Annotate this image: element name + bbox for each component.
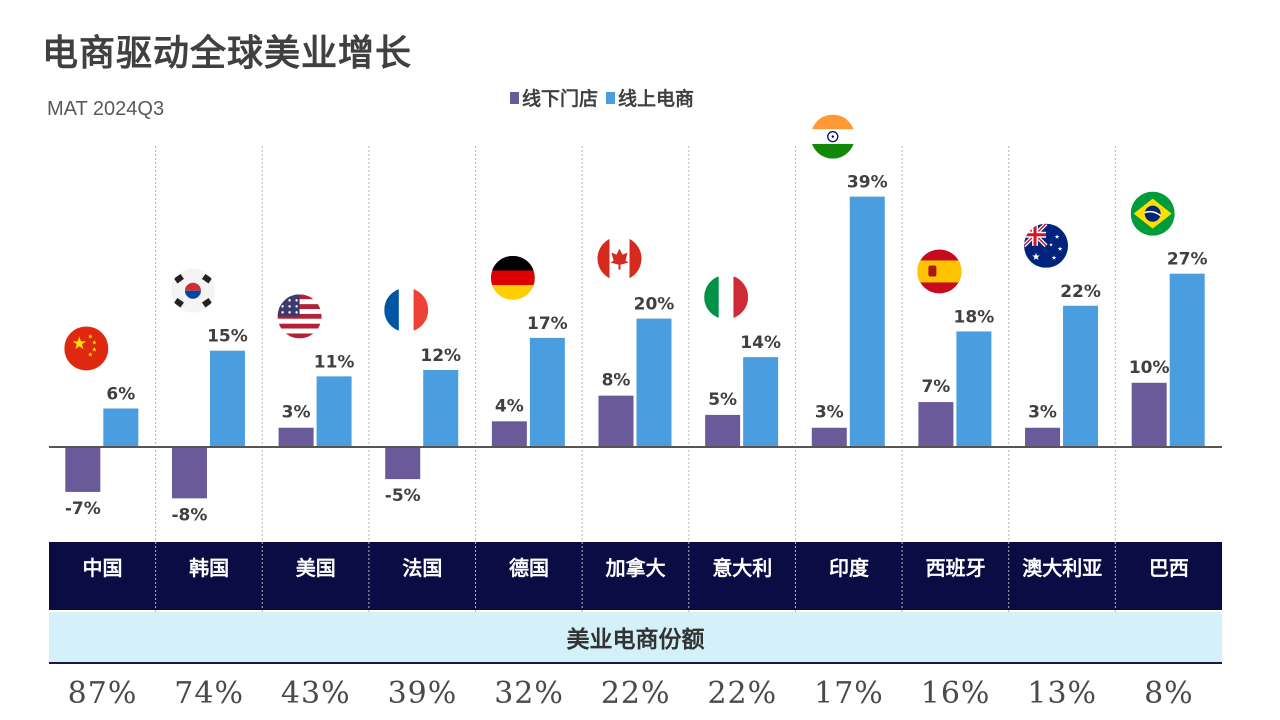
france-flag-icon <box>384 287 429 332</box>
china-flag-icon <box>64 326 109 371</box>
label-offline-0: -7% <box>65 499 101 519</box>
ecommerce-share-value-10: 8% <box>1144 676 1194 711</box>
ecommerce-share-value-6: 22% <box>707 676 778 711</box>
country-label-0: 中国 <box>82 556 123 580</box>
ecommerce-share-value-3: 39% <box>387 676 458 711</box>
bar-offline-8 <box>918 402 954 447</box>
canada-flag-icon <box>597 236 642 281</box>
label-offline-7: 3% <box>815 403 844 423</box>
country-header-band <box>49 542 1222 610</box>
label-online-2: 11% <box>314 352 355 372</box>
bar-offline-2 <box>278 427 314 447</box>
bar-online-7 <box>849 196 885 447</box>
country-label-4: 德国 <box>509 556 550 580</box>
bar-online-5 <box>636 318 672 447</box>
bar-online-4 <box>529 337 565 447</box>
label-online-3: 12% <box>420 346 461 366</box>
bar-online-2 <box>316 376 352 447</box>
page-subtitle: MAT 2024Q3 <box>47 98 165 120</box>
country-label-6: 意大利 <box>712 556 773 580</box>
country-label-10: 巴西 <box>1148 556 1189 580</box>
label-offline-4: 4% <box>495 396 524 416</box>
bar-offline-5 <box>598 395 634 447</box>
legend-swatch-online <box>606 91 616 104</box>
label-offline-5: 8% <box>602 371 631 391</box>
label-online-10: 27% <box>1167 250 1208 270</box>
label-offline-2: 3% <box>282 403 311 423</box>
bar-offline-1 <box>171 447 207 499</box>
south-korea-flag-icon <box>170 268 215 313</box>
country-label-1: 韩国 <box>189 556 230 580</box>
ecommerce-share-band: 美业电商份额 <box>49 612 1222 664</box>
brazil-flag-icon <box>1130 191 1175 236</box>
label-online-1: 15% <box>207 327 248 347</box>
country-label-5: 加拿大 <box>605 556 666 580</box>
legend-label-online: 线上电商 <box>618 88 695 110</box>
ecommerce-share-title: 美业电商份额 <box>566 627 705 653</box>
label-offline-9: 3% <box>1028 403 1057 423</box>
label-offline-1: -8% <box>171 505 207 525</box>
ecommerce-share-value-8: 16% <box>920 676 991 711</box>
italy-flag-icon <box>704 275 749 320</box>
label-online-0: 6% <box>106 384 135 404</box>
label-online-6: 14% <box>740 333 781 353</box>
germany-flag-icon <box>490 255 535 300</box>
ecommerce-share-value-7: 17% <box>814 676 884 711</box>
india-flag-icon <box>810 114 855 159</box>
australia-flag-icon <box>1024 223 1069 268</box>
label-online-9: 22% <box>1060 282 1101 302</box>
legend-swatch-offline <box>510 91 519 104</box>
country-label-7: 印度 <box>828 556 869 580</box>
spain-flag-icon <box>917 249 962 294</box>
bar-offline-3 <box>385 447 421 480</box>
bar-offline-4 <box>491 421 527 447</box>
bar-online-3 <box>423 369 459 447</box>
ecommerce-share-value-1: 74% <box>174 676 244 711</box>
label-offline-6: 5% <box>708 390 737 410</box>
legend-item-online: 线上电商 <box>606 84 694 111</box>
label-online-5: 20% <box>634 295 675 315</box>
bar-online-8 <box>956 331 992 447</box>
legend-label-offline: 线下门店 <box>522 88 599 110</box>
label-offline-8: 7% <box>921 377 950 397</box>
bar-offline-9 <box>1025 427 1061 447</box>
page-title: 电商驱动全球美业增长 <box>42 33 413 74</box>
label-offline-3: -5% <box>385 486 421 506</box>
ecommerce-share-value-9: 13% <box>1027 676 1098 711</box>
bar-offline-6 <box>705 414 741 447</box>
bar-online-0 <box>103 408 139 447</box>
bar-online-1 <box>209 350 245 447</box>
country-label-8: 西班牙 <box>925 556 986 580</box>
label-offline-10: 10% <box>1129 358 1170 378</box>
ecommerce-share-value-4: 32% <box>494 676 564 711</box>
label-online-7: 39% <box>847 173 888 193</box>
bar-offline-0 <box>65 447 101 492</box>
ecommerce-share-value-5: 22% <box>600 676 671 711</box>
usa-flag-icon <box>277 294 322 339</box>
country-label-9: 澳大利亚 <box>1022 556 1103 580</box>
bar-online-10 <box>1169 273 1205 447</box>
country-label-3: 法国 <box>402 556 443 580</box>
bar-online-6 <box>743 357 779 447</box>
ecommerce-share-value-2: 43% <box>280 676 351 711</box>
label-online-8: 18% <box>954 307 995 327</box>
ecommerce-share-value-0: 87% <box>67 676 138 711</box>
country-label-2: 美国 <box>295 556 336 580</box>
bar-offline-10 <box>1131 382 1167 447</box>
legend-item-offline: 线下门店 <box>510 84 598 111</box>
bar-online-9 <box>1063 305 1099 447</box>
label-online-4: 17% <box>527 314 568 334</box>
bar-offline-7 <box>811 427 847 447</box>
chart-legend: 线下门店 线上电商 <box>510 84 694 111</box>
